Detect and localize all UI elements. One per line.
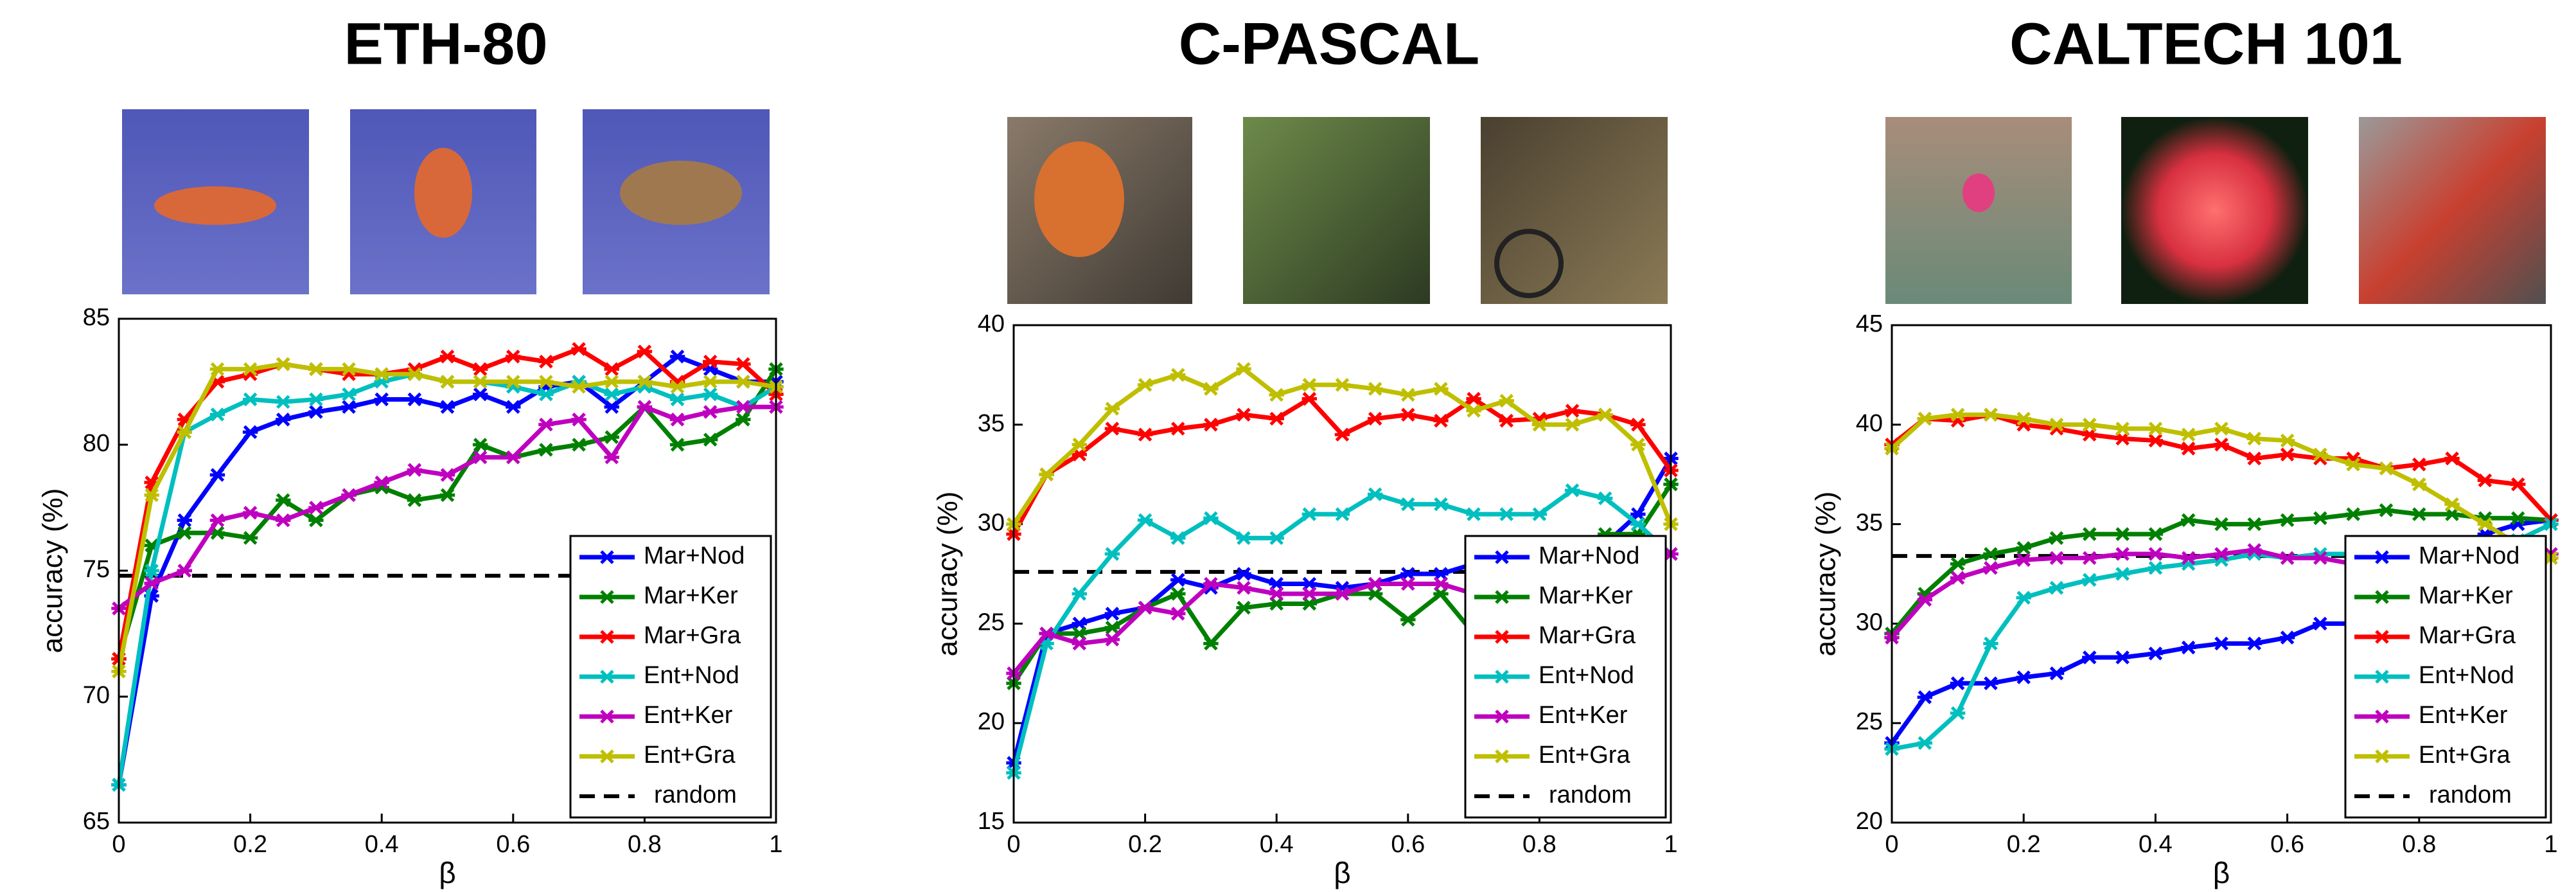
legend-label: Ent+Ker bbox=[2419, 702, 2508, 729]
x-tick-label: 0 bbox=[1007, 831, 1020, 858]
y-tick-label: 40 bbox=[978, 310, 1005, 337]
x-tick-label: 1 bbox=[769, 831, 782, 858]
legend: Mar+Nod Mar+Ker Mar+Gra Ent+Nod Ent+Ker Ent+G… bbox=[1465, 536, 1666, 817]
x-tick-label: 0.8 bbox=[1522, 831, 1557, 858]
legend-label: Mar+Ker bbox=[2419, 582, 2513, 609]
x-tick-label: 0.8 bbox=[628, 831, 662, 858]
x-tick-label: 0 bbox=[112, 831, 125, 858]
y-tick-label: 25 bbox=[978, 609, 1005, 636]
y-tick-label: 40 bbox=[1856, 410, 1883, 437]
legend-label: Mar+Nod bbox=[1539, 542, 1639, 569]
x-axis-label: β bbox=[2213, 856, 2230, 889]
legend-label: Mar+Ker bbox=[1539, 582, 1633, 609]
photo-object bbox=[1034, 141, 1124, 257]
x-axis-label: β bbox=[439, 856, 455, 889]
x-tick-label: 0.2 bbox=[233, 831, 267, 858]
figure: ETH-80 65 70 75 80 85 0 0.2 0.4 0.6 0.8 1 β accuracy … bbox=[0, 0, 2576, 892]
x-tick-label: 1 bbox=[1664, 831, 1677, 858]
legend-label: random bbox=[1549, 781, 1632, 808]
y-axis-label: accuracy (%) bbox=[932, 492, 964, 657]
photo-object bbox=[154, 186, 276, 225]
legend-label: random bbox=[2429, 781, 2512, 808]
x-tick-label: 0.8 bbox=[2402, 831, 2436, 858]
legend-label: random bbox=[654, 781, 737, 808]
legend: Mar+Nod Mar+Ker Mar+Gra Ent+Nod Ent+Ker Ent+G… bbox=[570, 536, 771, 817]
legend: Mar+Nod Mar+Ker Mar+Gra Ent+Nod Ent+Ker Ent+G… bbox=[2345, 536, 2546, 817]
photo bbox=[1243, 117, 1430, 304]
y-tick-label: 35 bbox=[978, 410, 1005, 437]
x-tick-label: 0.6 bbox=[496, 831, 530, 858]
y-tick-label: 30 bbox=[978, 510, 1005, 537]
chart-title: CALTECH 101 bbox=[2009, 11, 2403, 76]
legend-label: Ent+Nod bbox=[2419, 662, 2514, 689]
legend-label: Ent+Ker bbox=[644, 702, 733, 729]
y-tick-label: 30 bbox=[1856, 609, 1883, 636]
legend-label: Mar+Nod bbox=[644, 542, 745, 569]
x-tick-label: 0.2 bbox=[2007, 831, 2041, 858]
x-tick-label: 0.4 bbox=[1260, 831, 1294, 858]
photo-object bbox=[620, 161, 742, 225]
legend-label: Ent+Gra bbox=[644, 742, 736, 769]
y-axis-label: accuracy (%) bbox=[37, 488, 69, 654]
photo bbox=[2121, 117, 2308, 304]
legend-label: Ent+Nod bbox=[644, 662, 739, 689]
y-tick-label: 85 bbox=[83, 304, 110, 331]
photo bbox=[2359, 117, 2546, 304]
y-tick-label: 15 bbox=[978, 808, 1005, 835]
x-tick-label: 1 bbox=[2544, 831, 2557, 858]
chart-title: C-PASCAL bbox=[1179, 11, 1480, 76]
x-tick-label: 0.4 bbox=[365, 831, 399, 858]
photo-object bbox=[414, 148, 472, 238]
legend-label: Mar+Gra bbox=[1539, 622, 1636, 649]
photo-object bbox=[1963, 174, 1995, 212]
chart-title: ETH-80 bbox=[344, 11, 548, 76]
y-tick-label: 80 bbox=[83, 430, 110, 457]
x-tick-label: 0.4 bbox=[2139, 831, 2173, 858]
y-tick-label: 35 bbox=[1856, 510, 1883, 537]
y-tick-label: 20 bbox=[978, 708, 1005, 735]
y-tick-label: 65 bbox=[83, 808, 110, 835]
legend-label: Ent+Gra bbox=[2419, 742, 2510, 769]
y-tick-label: 20 bbox=[1856, 808, 1883, 835]
photos bbox=[122, 109, 2546, 304]
y-tick-label: 75 bbox=[83, 556, 110, 583]
y-tick-label: 25 bbox=[1856, 708, 1883, 735]
x-tick-label: 0.6 bbox=[1391, 831, 1425, 858]
legend-label: Mar+Gra bbox=[2419, 622, 2516, 649]
y-tick-label: 45 bbox=[1856, 310, 1883, 337]
legend-label: Ent+Ker bbox=[1539, 702, 1628, 729]
x-tick-label: 0.6 bbox=[2270, 831, 2304, 858]
legend-label: Mar+Ker bbox=[644, 582, 738, 609]
photo bbox=[1481, 117, 1668, 304]
x-tick-label: 0.2 bbox=[1128, 831, 1162, 858]
legend-label: Mar+Gra bbox=[644, 622, 741, 649]
legend-label: Ent+Gra bbox=[1539, 742, 1630, 769]
legend-label: Ent+Nod bbox=[1539, 662, 1634, 689]
y-axis-label: accuracy (%) bbox=[1810, 492, 1842, 657]
x-axis-label: β bbox=[1334, 856, 1350, 889]
y-tick-label: 70 bbox=[83, 682, 110, 709]
legend-label: Mar+Nod bbox=[2419, 542, 2519, 569]
x-tick-label: 0 bbox=[1885, 831, 1898, 858]
